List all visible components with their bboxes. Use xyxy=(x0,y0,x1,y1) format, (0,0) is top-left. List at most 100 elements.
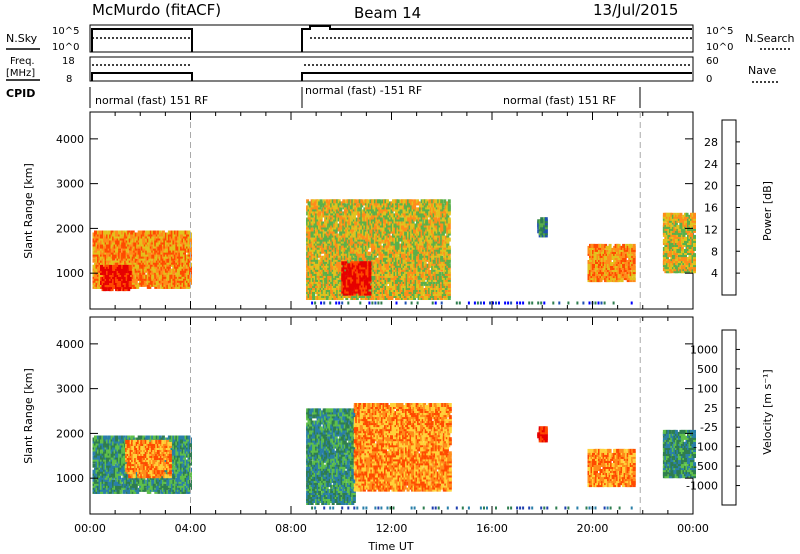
echo-cell xyxy=(376,296,380,300)
echo-cell xyxy=(404,243,408,248)
nave-label: Nave xyxy=(748,64,776,77)
echo-cell xyxy=(404,231,408,236)
echo-cell xyxy=(396,215,400,220)
echo-cell xyxy=(100,281,103,285)
echo-cell xyxy=(319,247,323,252)
echo-cell xyxy=(378,199,382,204)
echo-cell xyxy=(379,201,383,206)
echo-cell xyxy=(319,203,323,208)
echo-cell xyxy=(363,213,367,218)
echo-cell xyxy=(128,281,132,285)
freq-tick-bottom: 8 xyxy=(66,74,72,85)
echo-cell xyxy=(420,209,424,214)
echo-cell xyxy=(401,284,404,288)
cpid-segment-2: normal (fast) -151 RF xyxy=(305,84,422,97)
echo-cell xyxy=(119,269,123,273)
echo-cell xyxy=(110,269,114,273)
echo-cell xyxy=(364,253,368,258)
echo-cell xyxy=(319,199,323,204)
echo-cell xyxy=(179,234,183,239)
echo-cell xyxy=(420,263,424,268)
echo-cell xyxy=(100,234,103,239)
echo-cell xyxy=(401,229,404,234)
echo-cell xyxy=(139,276,143,281)
echo-cell xyxy=(360,221,364,226)
echo-cell xyxy=(319,257,323,262)
echo-cell xyxy=(158,258,162,263)
echo-cell xyxy=(179,264,183,269)
echo-cell xyxy=(337,199,341,204)
echo-cell xyxy=(379,296,383,300)
echo-cell xyxy=(100,264,103,269)
echo-cell xyxy=(107,244,111,249)
nsky-tick-bottom: 10^0 xyxy=(52,42,79,53)
echo-cell xyxy=(408,253,412,258)
echo-cell xyxy=(416,255,420,260)
nsky-label: N.Sky xyxy=(6,32,38,45)
echo-cell xyxy=(340,215,344,220)
echo-cell xyxy=(352,231,356,236)
nsearch-tick-bottom: 10^0 xyxy=(706,42,733,53)
echo-cell xyxy=(340,229,344,234)
echo-cell xyxy=(341,261,345,266)
power-echo-layer xyxy=(92,199,696,305)
echo-cell xyxy=(119,252,123,257)
echo-cell xyxy=(401,209,404,214)
echo-cell xyxy=(379,253,383,258)
echo-cell xyxy=(333,269,337,274)
echo-cell xyxy=(334,253,338,258)
echo-cell xyxy=(420,259,424,264)
echo-cell xyxy=(183,284,186,289)
echo-cell xyxy=(179,284,183,289)
echo-cell xyxy=(315,255,319,260)
echo-cell xyxy=(158,250,162,255)
echo-cell xyxy=(386,199,389,204)
echo-cell xyxy=(339,207,343,212)
echo-cell xyxy=(379,288,383,292)
echo-cell xyxy=(113,271,117,275)
echo-cell xyxy=(401,217,404,222)
echo-cell xyxy=(104,230,108,235)
echo-cell xyxy=(312,199,316,204)
echo-cell xyxy=(379,251,383,256)
echo-cell xyxy=(98,230,102,235)
echo-cell xyxy=(179,246,183,251)
echo-cell xyxy=(395,253,398,258)
echo-cell xyxy=(119,281,123,285)
echo-cell xyxy=(179,230,183,235)
echo-cell xyxy=(366,213,370,218)
echo-cell xyxy=(425,215,429,220)
echo-cell xyxy=(417,279,421,284)
echo-cell xyxy=(419,241,423,246)
nsearch-label: N.Search xyxy=(745,32,795,45)
echo-cell xyxy=(420,281,424,286)
echo-cell xyxy=(379,245,383,250)
echo-cell xyxy=(342,253,346,258)
echo-cell xyxy=(360,229,364,234)
nsky-trace xyxy=(91,25,692,52)
echo-cell xyxy=(325,199,329,204)
echo-cell xyxy=(100,244,103,249)
echo-cell xyxy=(119,240,123,245)
echo-cell xyxy=(166,258,170,263)
echo-cell xyxy=(340,255,344,260)
echo-cell xyxy=(401,257,404,262)
echo-cell xyxy=(428,253,432,258)
freq-label-line1: Freq. xyxy=(10,56,35,67)
echo-cell xyxy=(447,255,451,260)
echo-cell xyxy=(379,255,383,260)
echo-cell xyxy=(334,229,338,234)
echo-cell xyxy=(92,258,96,263)
echo-cell xyxy=(119,244,123,249)
echo-cell xyxy=(109,264,113,269)
echo-cell xyxy=(319,294,323,298)
echo-cell xyxy=(420,253,424,258)
echo-cell xyxy=(128,269,132,273)
echo-cell xyxy=(139,234,143,239)
echo-cell xyxy=(319,284,323,288)
echo-cell xyxy=(179,240,183,245)
echo-cell xyxy=(413,199,417,204)
echo-cell xyxy=(128,277,132,281)
echo-cell xyxy=(137,244,141,249)
